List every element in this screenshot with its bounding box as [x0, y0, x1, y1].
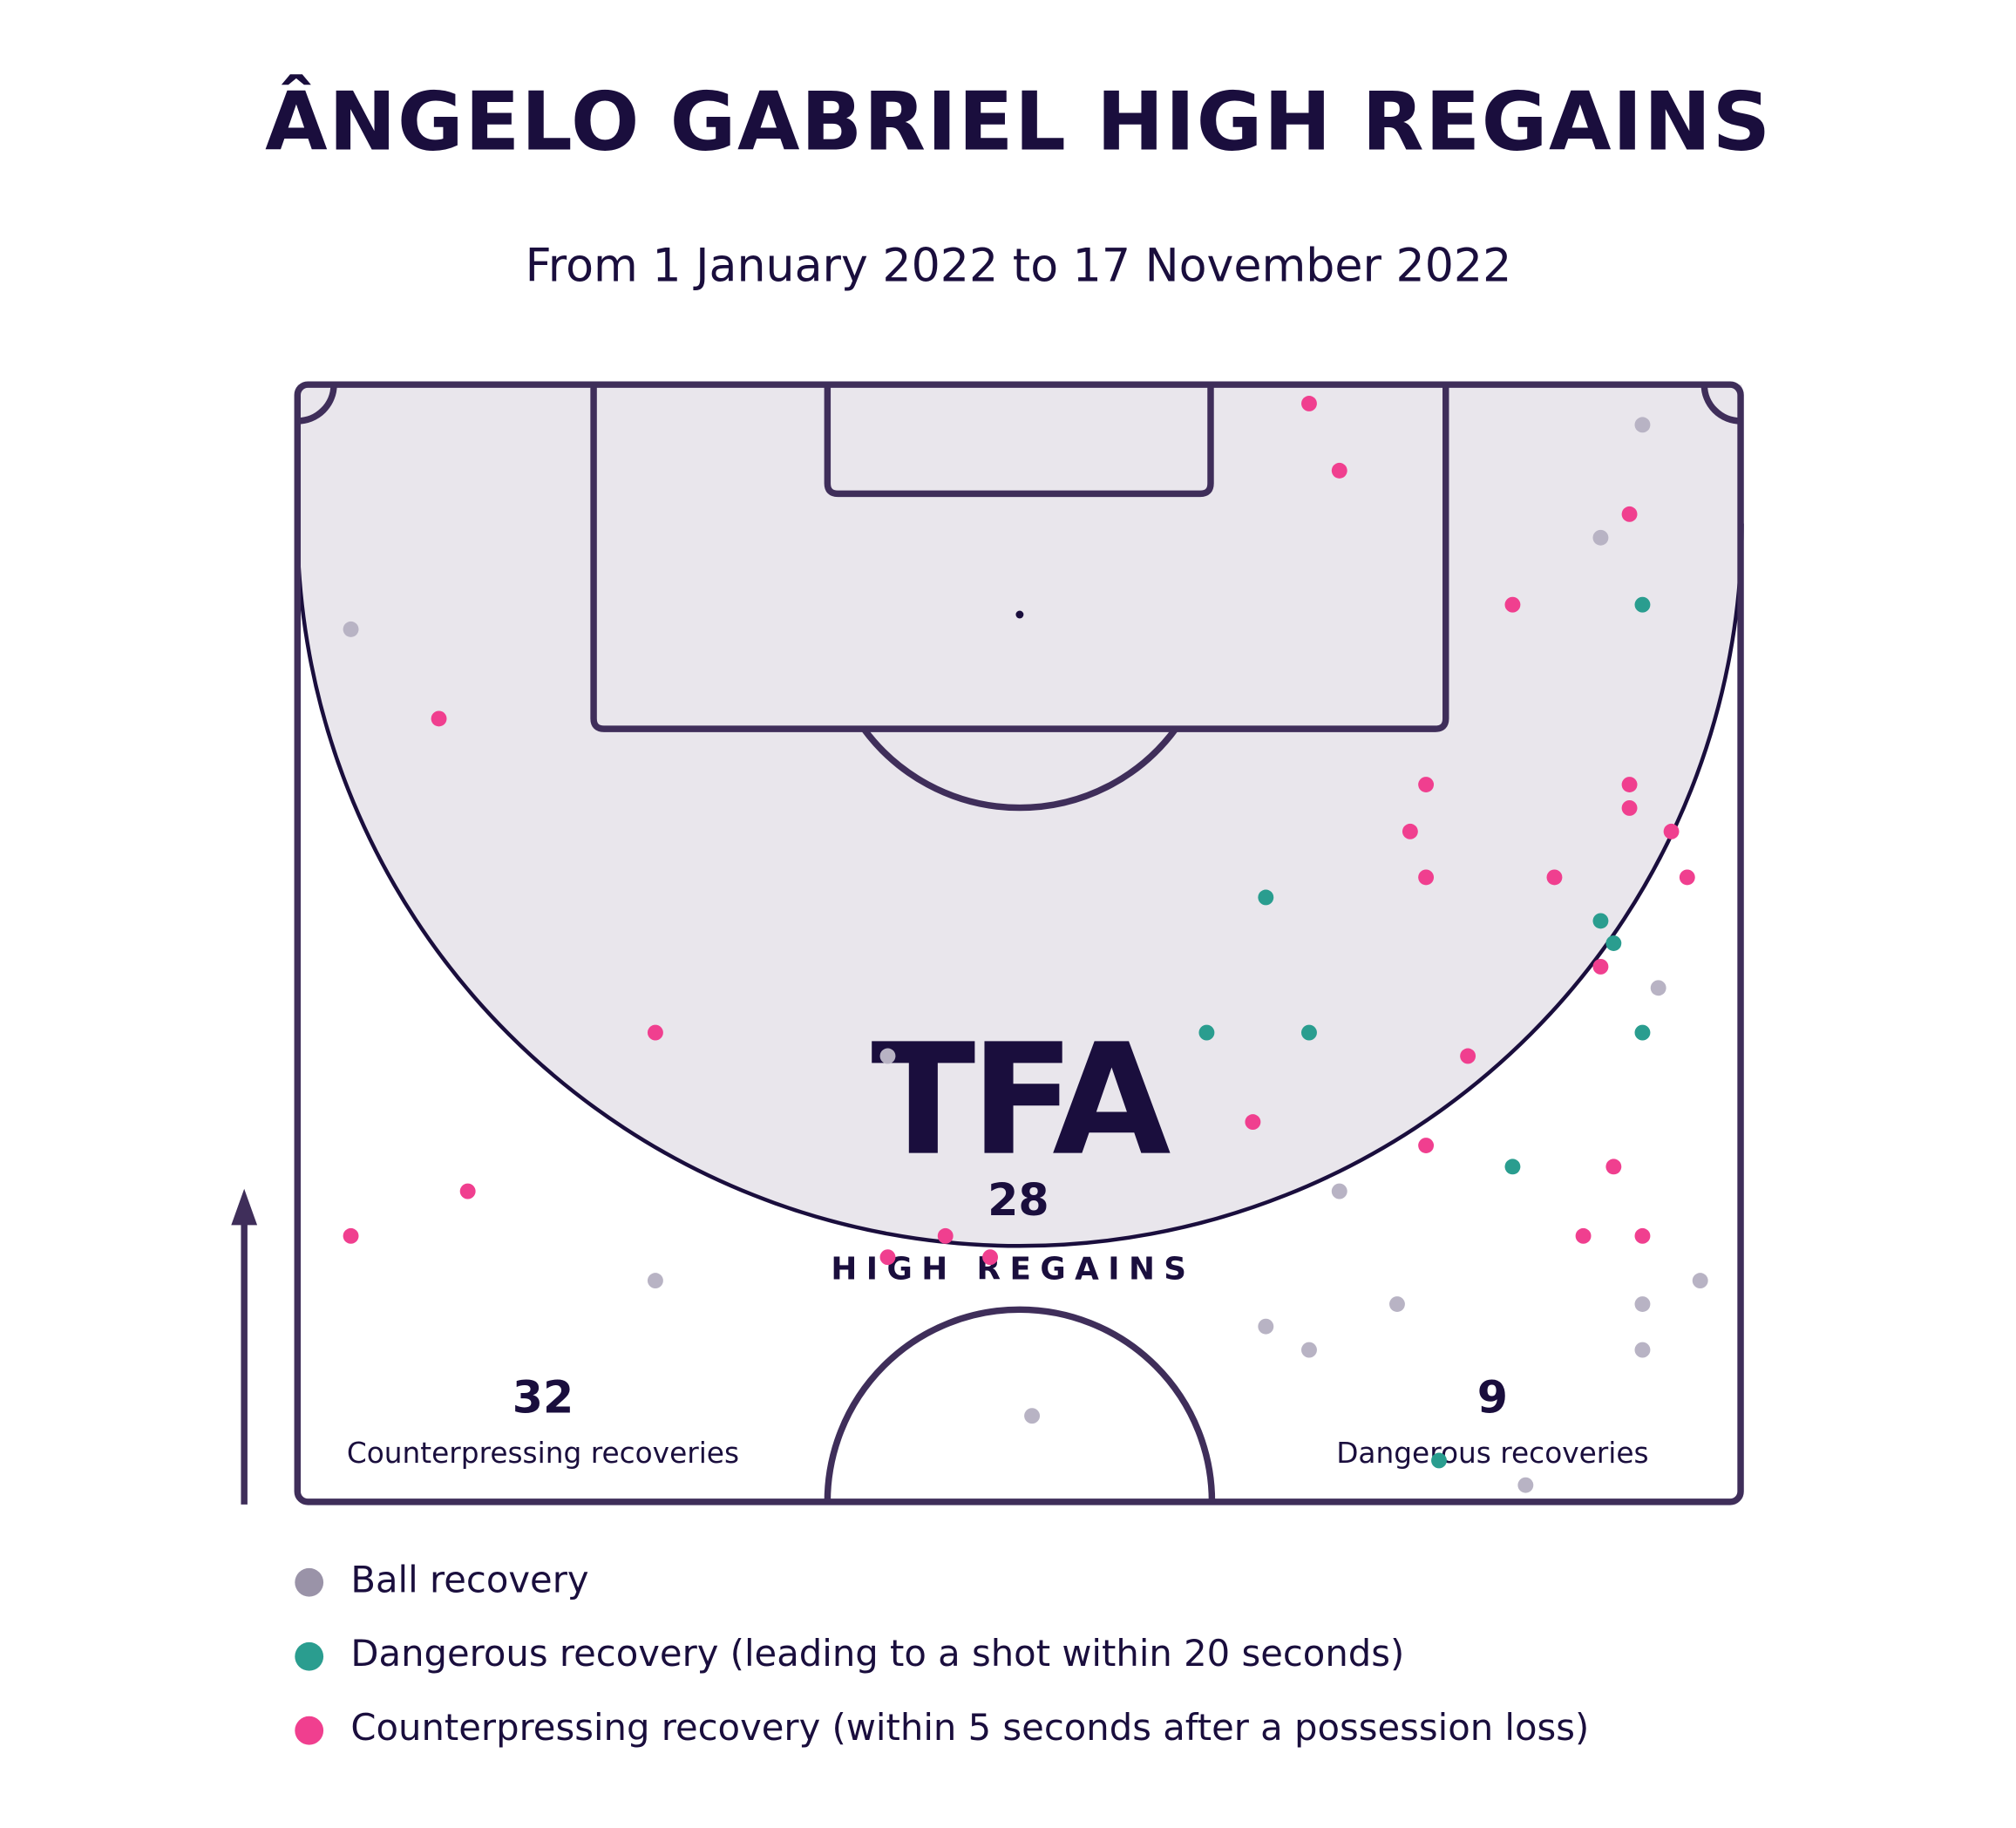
- six-yard-box: [824, 384, 1214, 498]
- recovery-point: [459, 1183, 476, 1199]
- stat-label: Counterpressing recoveries: [347, 1437, 739, 1470]
- recovery-point: [879, 1048, 896, 1064]
- brand-logo: TFA: [871, 1012, 1171, 1190]
- recovery-point: [1024, 1408, 1041, 1424]
- recovery-point: [1634, 417, 1651, 433]
- recovery-point: [1198, 1024, 1215, 1041]
- recovery-point: [1634, 1342, 1651, 1358]
- stat-label: Dangerous recoveries: [1336, 1437, 1648, 1470]
- direction-arrow: [231, 1188, 258, 1505]
- recovery-point: [1605, 1159, 1622, 1175]
- recovery-point: [1621, 506, 1638, 522]
- recovery-point: [1245, 1114, 1261, 1131]
- recovery-point: [1605, 935, 1622, 951]
- recovery-point: [1650, 980, 1666, 996]
- recovery-point: [1592, 913, 1609, 929]
- recovery-point: [1301, 396, 1317, 411]
- corner-arc: [297, 384, 337, 425]
- recovery-point: [1546, 869, 1563, 886]
- recovery-point: [1575, 1227, 1592, 1244]
- recovery-point: [1258, 889, 1274, 906]
- recovery-point: [431, 710, 447, 727]
- recovery-point: [1418, 1138, 1435, 1153]
- recovery-point: [982, 1249, 998, 1266]
- pitch: [294, 381, 1744, 1505]
- recovery-point: [1504, 1159, 1521, 1175]
- recovery-point: [1634, 1227, 1651, 1244]
- recovery-point: [1301, 1024, 1317, 1041]
- recovery-point: [1634, 1024, 1651, 1041]
- centre-circle: [824, 1306, 1216, 1502]
- recovery-point: [1592, 529, 1609, 546]
- legend-swatch: [295, 1716, 324, 1745]
- recovery-point: [1431, 1452, 1447, 1469]
- corner-arc: [1700, 384, 1741, 425]
- recovery-point: [1331, 1183, 1347, 1199]
- recovery-point: [1402, 823, 1418, 839]
- chart-subtitle: From 1 January 2022 to 17 November 2022: [526, 241, 1512, 293]
- recovery-point: [1621, 800, 1638, 816]
- recovery-point: [937, 1227, 954, 1244]
- legend-label: Ball recovery: [350, 1558, 588, 1600]
- legend-label: Counterpressing recovery (within 5 secon…: [350, 1706, 1589, 1749]
- recovery-point: [1634, 1296, 1651, 1312]
- penalty-box: [590, 384, 1449, 732]
- chart-title: ÂNGELO GABRIEL HIGH REGAINS: [265, 74, 1772, 168]
- recovery-point: [1460, 1048, 1476, 1064]
- recovery-point: [647, 1024, 663, 1041]
- recovery-point: [343, 1227, 359, 1244]
- recovery-point: [1418, 869, 1435, 886]
- recovery-point: [1663, 823, 1680, 839]
- legend-swatch: [295, 1567, 324, 1597]
- recovery-point: [1592, 959, 1609, 975]
- recovery-point: [1634, 596, 1651, 613]
- penalty-spot: [1015, 610, 1024, 619]
- recovery-point: [647, 1273, 663, 1289]
- recovery-point: [1504, 596, 1521, 613]
- recovery-point: [1679, 869, 1695, 886]
- recovery-point: [1258, 1318, 1274, 1335]
- recovery-point: [343, 621, 359, 637]
- stat-value: 28: [988, 1174, 1049, 1226]
- pitch-outline: [294, 381, 1744, 1505]
- recovery-point: [1389, 1296, 1405, 1312]
- recovery-point: [1692, 1273, 1708, 1289]
- penalty-arc: [861, 726, 1178, 812]
- zone-arc: [295, 523, 1744, 1248]
- legend-label: Dangerous recovery (leading to a shot wi…: [350, 1632, 1404, 1675]
- recovery-point: [1621, 777, 1638, 792]
- legend-swatch: [295, 1641, 324, 1671]
- recovery-point: [879, 1249, 896, 1266]
- stat-value: 32: [512, 1372, 574, 1424]
- recovery-point: [1418, 777, 1435, 792]
- recovery-point: [1301, 1342, 1317, 1358]
- recovery-point: [1331, 462, 1347, 479]
- recovery-point: [1517, 1477, 1534, 1493]
- stat-value: 9: [1477, 1372, 1508, 1424]
